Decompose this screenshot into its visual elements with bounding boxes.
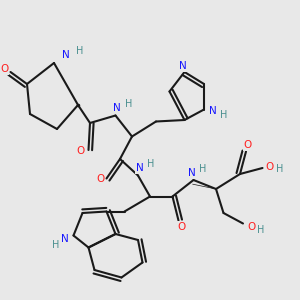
Text: H: H bbox=[257, 225, 265, 236]
Text: O: O bbox=[0, 64, 9, 74]
Text: N: N bbox=[62, 50, 70, 61]
Text: N: N bbox=[188, 167, 196, 178]
Text: N: N bbox=[179, 61, 187, 71]
Text: H: H bbox=[147, 159, 155, 169]
Text: H: H bbox=[52, 239, 59, 250]
Text: O: O bbox=[177, 221, 186, 232]
Text: H: H bbox=[276, 164, 283, 175]
Text: H: H bbox=[76, 46, 83, 56]
Text: H: H bbox=[200, 164, 207, 174]
Text: N: N bbox=[113, 103, 121, 113]
Text: O: O bbox=[265, 161, 273, 172]
Text: N: N bbox=[136, 163, 143, 173]
Text: O: O bbox=[247, 221, 255, 232]
Text: H: H bbox=[220, 110, 227, 120]
Text: O: O bbox=[77, 146, 85, 157]
Text: H: H bbox=[125, 99, 133, 109]
Text: O: O bbox=[96, 173, 105, 184]
Text: N: N bbox=[209, 106, 217, 116]
Text: N: N bbox=[61, 233, 68, 244]
Text: O: O bbox=[243, 140, 252, 151]
